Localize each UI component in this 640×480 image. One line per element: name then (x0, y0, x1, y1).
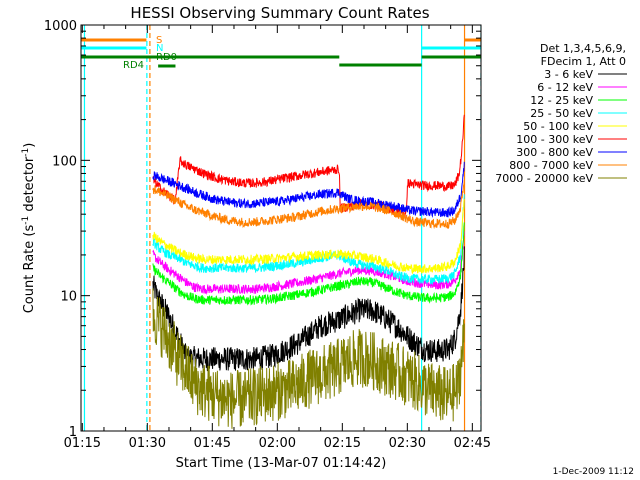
y-axis-label-end: ) (22, 143, 37, 148)
y-axis: 1 10 100 1000 (44, 19, 481, 440)
x-tick-label-6: 02:45 (454, 436, 491, 451)
flag-label-s: S (156, 35, 162, 46)
legend-label-5: 100 - 300 keV (516, 133, 593, 146)
footer-timestamp: 1-Dec-2009 11:12 (553, 467, 634, 477)
x-axis: 01:15 01:30 01:45 02:00 02:15 02:30 02:45 (64, 25, 491, 451)
legend-label-4: 50 - 100 keV (523, 120, 593, 133)
y-axis-label-mid: detector (22, 156, 37, 216)
plot-area (81, 25, 481, 431)
x-tick-label-5: 02:30 (389, 436, 426, 451)
flag-label-n: N (156, 43, 163, 54)
flag-label-rd4: RD4 (123, 60, 144, 71)
x-tick-label-3: 02:00 (259, 436, 296, 451)
x-axis-label: Start Time (13-Mar-07 01:14:42) (176, 456, 387, 471)
legend-label-1: 6 - 12 keV (537, 81, 593, 94)
series-line-4 (152, 199, 465, 275)
series-line-2 (152, 222, 465, 306)
series-line-3 (152, 194, 465, 286)
y-axis-label-main: Count Rate (s (22, 225, 37, 314)
series-line-8 (152, 288, 465, 429)
series-line-5 (152, 114, 465, 218)
series-line-0 (152, 246, 465, 372)
x-tick-label-4: 02:15 (324, 436, 361, 451)
y-axis-label-sup2: -1 (21, 148, 31, 157)
legend-label-6: 300 - 800 keV (516, 146, 593, 159)
series-line-6 (152, 161, 465, 219)
legend: Det 1,3,4,5,6,9, FDecim 1, Att 0 3 - 6 k… (495, 42, 627, 185)
y-tick-label-3: 1000 (44, 19, 77, 34)
y-tick-label-2: 100 (52, 154, 77, 169)
y-axis-label-sup1: -1 (21, 216, 31, 225)
legend-label-2: 12 - 25 keV (530, 94, 593, 107)
series-line-1 (152, 231, 465, 295)
x-tick-label-0: 01:15 (64, 436, 101, 451)
legend-label-8: 7000 - 20000 keV (495, 172, 593, 185)
series-line-7 (152, 179, 465, 230)
chart-title: HESSI Observing Summary Count Rates (130, 4, 429, 22)
legend-label-3: 25 - 50 keV (530, 107, 593, 120)
legend-header-line1: Det 1,3,4,5,6,9, (540, 42, 626, 55)
y-tick-label-0: 1 (69, 425, 77, 440)
x-tick-label-2: 01:45 (194, 436, 231, 451)
plot-frame (80, 24, 482, 432)
legend-label-0: 3 - 6 keV (544, 68, 593, 81)
flag-label-rd0: RD0 (156, 52, 177, 63)
y-tick-label-1: 10 (60, 290, 77, 305)
legend-label-7: 800 - 7000 keV (509, 159, 593, 172)
legend-header-line2: FDecim 1, Att 0 (541, 55, 626, 68)
y-axis-label: Count Rate (s-1 detector-1) (21, 143, 37, 314)
x-tick-label-1: 01:30 (129, 436, 166, 451)
